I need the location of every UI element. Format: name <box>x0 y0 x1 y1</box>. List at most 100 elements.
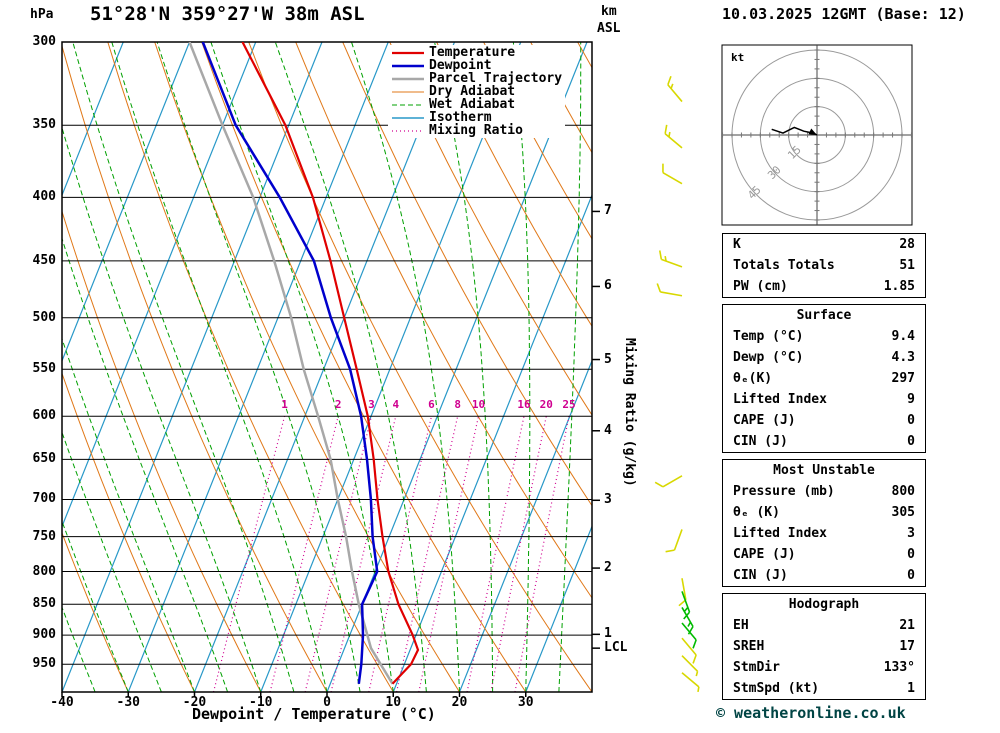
stat-label: CIN (J) <box>733 568 788 583</box>
legend-line-sample <box>392 51 424 54</box>
wind-barb-full-tick <box>667 75 672 85</box>
stat-value: 28 <box>899 237 915 252</box>
x-tick-label: 0 <box>323 695 331 710</box>
mixing-ratio-axis-title: Mixing Ratio (g/kg) <box>622 338 637 487</box>
stat-value: 297 <box>891 371 915 386</box>
x-tick-label: -40 <box>50 695 74 710</box>
stats-table-row: Lifted Index 3 <box>723 523 925 544</box>
wind-barb-full-tick <box>692 654 697 664</box>
legend: Temperature Dewpoint Parcel Trajectory Dry … <box>388 45 566 138</box>
stats-table-row: K 28 <box>723 234 925 255</box>
wind-barb <box>681 655 699 677</box>
pressure-tick-label: 550 <box>32 361 56 377</box>
wind-barb-full-tick <box>687 626 694 635</box>
isotherm-line <box>62 42 323 692</box>
pressure-tick-label: 500 <box>32 309 56 325</box>
stat-value: 51 <box>899 258 915 273</box>
mixing-ratio-value-label: 6 <box>428 398 435 412</box>
x-tick-label: 30 <box>517 695 534 710</box>
km-tick-label: 3 <box>604 492 612 508</box>
wind-barb-shaft <box>661 258 683 268</box>
wind-barb <box>658 250 683 268</box>
stats-table: Hodograph EH 21 SREH 17 StmDir 133° StmSpd (kt)… <box>722 593 926 700</box>
stat-value: 3 <box>907 526 915 541</box>
wind-barb-shaft <box>681 622 697 641</box>
dry-adiabat-line <box>201 42 527 692</box>
wind-barb-half-tick <box>670 83 674 89</box>
pressure-tick-label: 450 <box>32 252 56 268</box>
wind-barb <box>681 607 694 635</box>
pressure-tick-label: 900 <box>32 627 56 643</box>
pressure-tick-label: 650 <box>32 451 56 467</box>
stat-label: θₑ (K) <box>733 505 780 520</box>
isotherm-line <box>62 42 257 528</box>
stats-table-row: Pressure (mb) 800 <box>723 481 925 502</box>
stats-table-row: Dewp (°C) 4.3 <box>723 347 925 368</box>
legend-line-sample <box>392 104 424 105</box>
wind-barb-half-tick <box>664 255 667 262</box>
wind-barb-half-tick <box>683 606 689 612</box>
legend-item: Mixing Ratio <box>391 124 562 137</box>
stat-label: Lifted Index <box>733 526 827 541</box>
pressure-tick-label: 800 <box>32 563 56 579</box>
wet-adiabat-lines <box>62 42 729 692</box>
stat-value: 9.4 <box>891 329 915 344</box>
wet-adiabat-line <box>658 42 729 692</box>
mixing-ratio-value-label: 8 <box>454 398 461 412</box>
pressure-axis-unit: hPa <box>30 7 54 22</box>
wind-barb-half-tick <box>687 621 692 627</box>
stat-label: Lifted Index <box>733 392 827 407</box>
dewpoint-curve <box>201 42 379 684</box>
stat-value: 133° <box>883 660 915 675</box>
stat-value: 9 <box>907 392 915 407</box>
stats-table-row: CAPE (J) 0 <box>723 544 925 565</box>
pressure-tick-label: 950 <box>32 656 56 672</box>
km-tick-label: 1 <box>604 626 612 642</box>
pressure-tick-label: 350 <box>32 117 56 133</box>
stat-value: 21 <box>899 618 915 633</box>
mixing-ratio-line <box>368 416 433 692</box>
lcl-label: LCL <box>604 640 628 656</box>
wind-barb-shaft <box>660 291 683 297</box>
stats-table-row: CIN (J) 0 <box>723 565 925 586</box>
stats-table-row: θₑ(K) 297 <box>723 368 925 389</box>
stat-label: Pressure (mb) <box>733 484 835 499</box>
wind-barb-full-tick <box>664 124 668 134</box>
legend-item-label: Parcel Trajectory <box>429 71 563 86</box>
legend-item-label: Wet Adiabat <box>429 97 516 112</box>
stat-label: EH <box>733 618 749 633</box>
wind-barb-shaft <box>662 171 683 185</box>
stats-table-row: Temp (°C) 9.4 <box>723 326 925 347</box>
stat-label: StmSpd (kt) <box>733 681 820 696</box>
wind-barb-full-tick <box>656 283 662 293</box>
stat-label: Temp (°C) <box>733 329 804 344</box>
stat-value: 0 <box>907 434 915 449</box>
mixing-ratio-value-label: 3 <box>368 398 375 412</box>
mixing-ratio-line <box>396 416 459 692</box>
x-tick-label: -30 <box>116 695 140 710</box>
wind-barb-shaft <box>673 529 683 551</box>
hodograph-unit-label: kt <box>731 51 745 64</box>
wet-adiabat-line <box>111 42 328 692</box>
stat-label: StmDir <box>733 660 780 675</box>
wind-barb-half-tick <box>697 686 700 692</box>
wind-barb-half-tick <box>668 131 671 138</box>
wind-barb-full-tick <box>692 639 697 649</box>
wind-barb-shaft <box>681 578 687 601</box>
legend-item-label: Dry Adiabat <box>429 84 516 99</box>
stat-label: K <box>733 237 741 252</box>
stat-value: 0 <box>907 568 915 583</box>
stat-value: 0 <box>907 547 915 562</box>
dry-adiabat-line <box>154 42 460 692</box>
sounding-curves <box>188 42 420 685</box>
dry-adiabat-line <box>342 42 592 507</box>
wind-barb <box>681 637 697 664</box>
stats-table: Surface Temp (°C) 9.4 Dewp (°C) 4.3 θₑ(K) 297 L… <box>722 304 926 453</box>
stats-table-row: Totals Totals 51 <box>723 255 925 276</box>
wind-barb-half-tick <box>695 671 699 677</box>
legend-line-sample <box>392 77 424 80</box>
stats-table-row: EH 21 <box>723 615 925 636</box>
legend-item: Isotherm <box>391 111 562 124</box>
pressure-tick-label: 750 <box>32 528 56 544</box>
